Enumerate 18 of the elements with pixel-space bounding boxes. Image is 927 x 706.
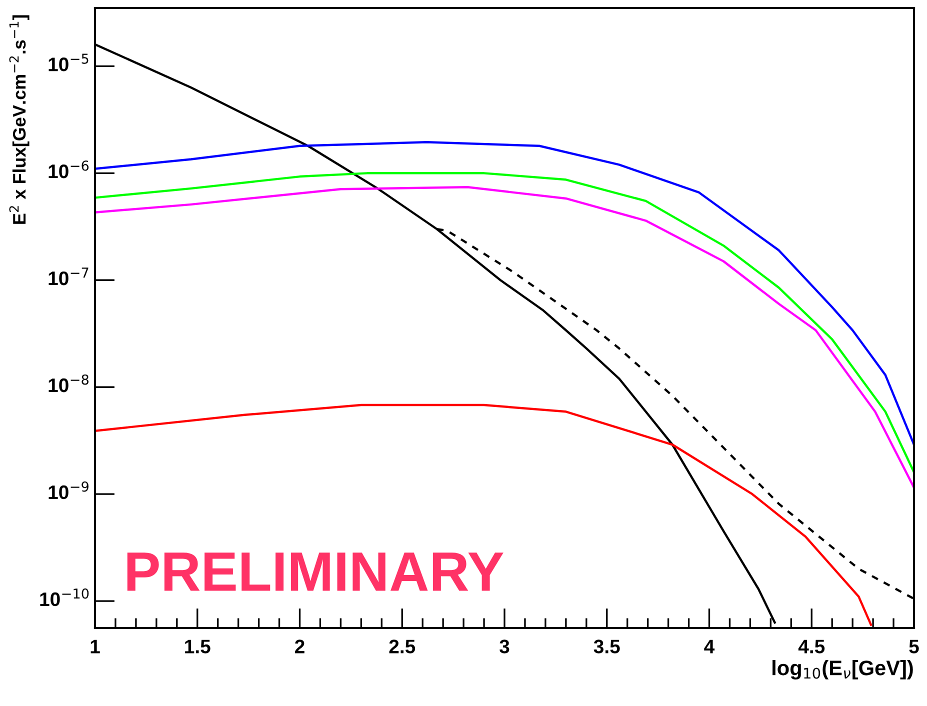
y-tick-label: 10$^{−7}$ [48, 268, 88, 286]
x-tick-label: 1.5 [185, 640, 210, 654]
y-tick-label: 10$^{−6}$ [48, 160, 89, 178]
x-axis-title: log$_{10}$(E$_{ν}$[GeV]) [772, 660, 913, 680]
x-tick-label: 2 [295, 640, 304, 654]
y-tick-label: 10$^{−9}$ [48, 481, 88, 500]
x-tick-label: 4 [704, 640, 715, 654]
x-tick-label: 4.5 [798, 640, 825, 654]
x-tick-label: 5 [909, 640, 919, 654]
annotation: PRELIMINARY [127, 552, 504, 591]
x-tick-label: 3.5 [594, 640, 620, 654]
x-tick-label: 2.5 [389, 640, 416, 654]
x-tick-label: 1 [90, 640, 100, 654]
y-axis-title: E$^{2}$ x Flux[GeV.cm$^{−2}$.s$^{−1}$] [9, 15, 30, 224]
x-tick-label: 3 [500, 640, 510, 654]
y-tick-label: 10$^{−10}$ [40, 588, 89, 606]
y-tick-label: 10$^{−8}$ [48, 374, 89, 392]
y-tick-label: 10$^{−5}$ [48, 54, 88, 72]
